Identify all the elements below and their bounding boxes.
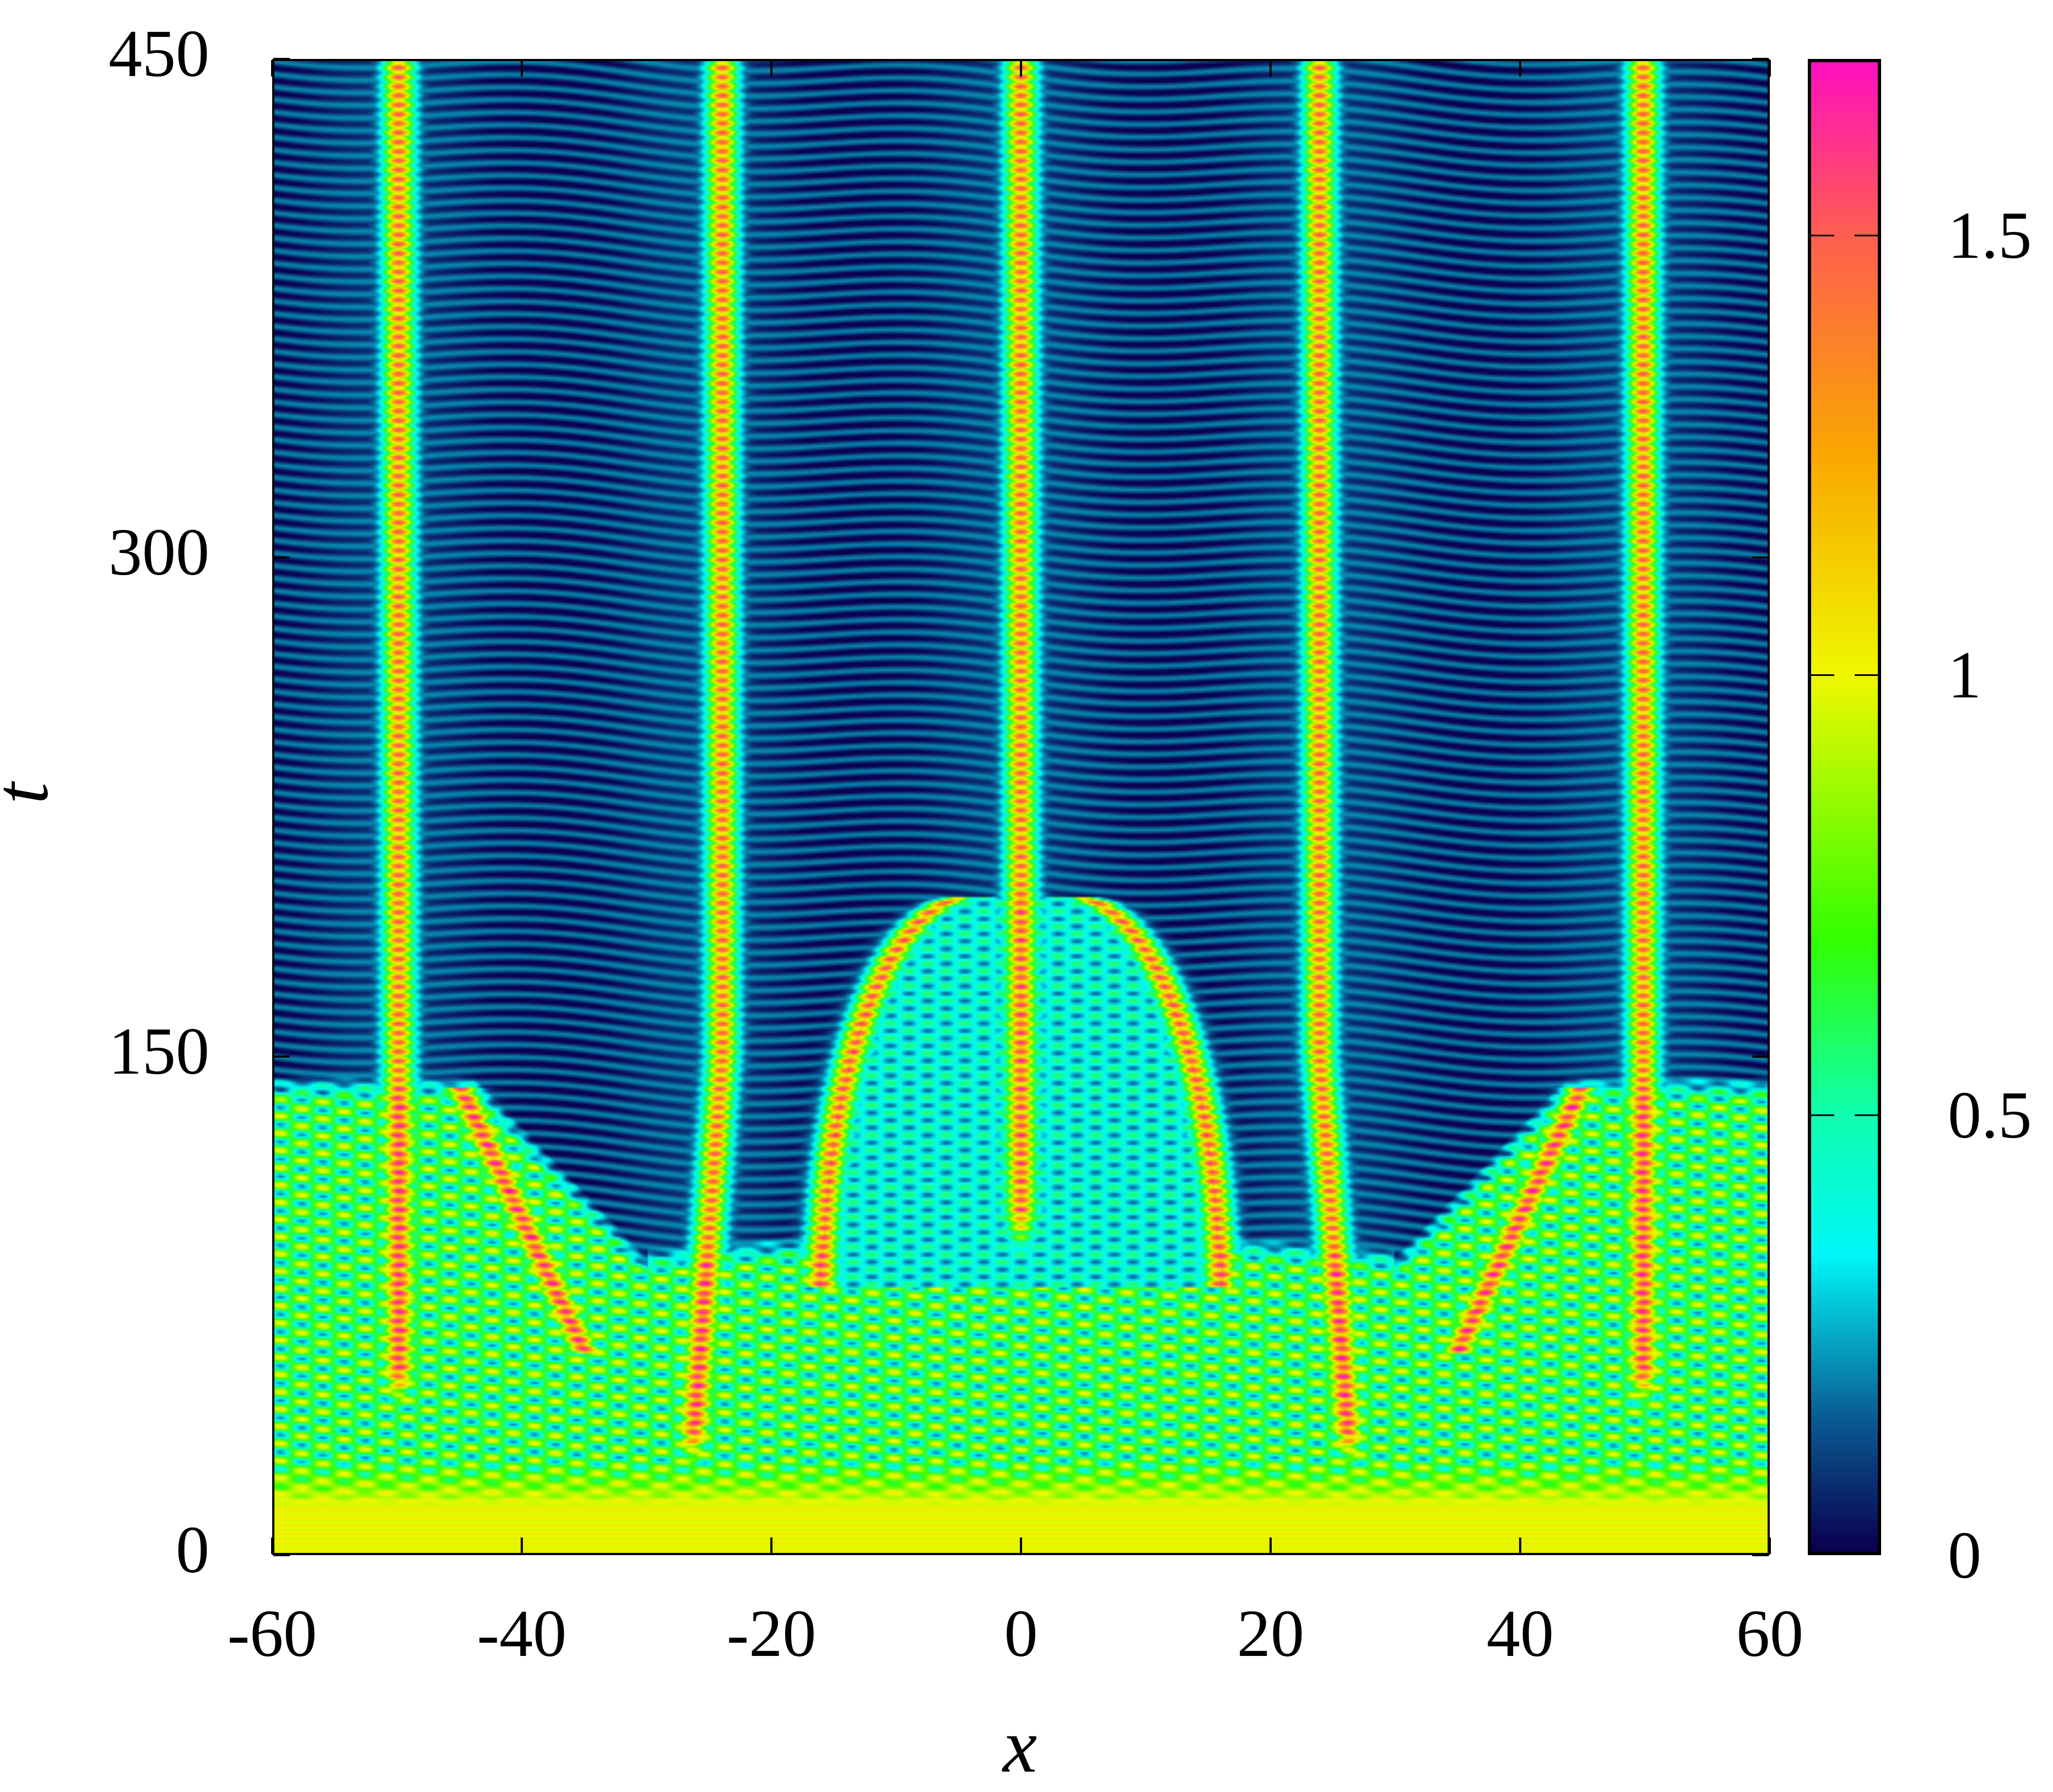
heatmap-image [274, 61, 1768, 1553]
colorbar-tick-label: 1 [1948, 638, 1981, 713]
y-tick-label: 300 [109, 515, 209, 590]
y-tick-mirror [1752, 1554, 1769, 1556]
colorbar-gradient [1811, 62, 1878, 1552]
colorbar-tick-label: 1.5 [1948, 198, 2032, 273]
x-tick-label: 40 [1487, 1596, 1554, 1671]
colorbar [1808, 59, 1881, 1555]
colorbar-tick-mirror [1855, 234, 1878, 236]
x-tick-mirror [1519, 60, 1521, 77]
x-tick-mirror [1269, 60, 1272, 77]
colorbar-tick-label: 0.5 [1948, 1078, 2032, 1153]
colorbar-tick-mirror [1855, 1114, 1878, 1117]
colorbar-tick [1811, 234, 1834, 236]
y-tick-mirror [1752, 556, 1769, 559]
x-tick [770, 1537, 772, 1554]
heatmap-plot-area [272, 59, 1770, 1555]
x-axis-label: x [1003, 1703, 1038, 1789]
y-tick-label: 150 [109, 1014, 209, 1089]
x-tick-label: 20 [1237, 1596, 1304, 1671]
x-tick-mirror [770, 60, 772, 77]
x-tick-label: 0 [1004, 1596, 1038, 1671]
colorbar-tick-label: 0 [1948, 1518, 1981, 1593]
colorbar-tick-mirror [1855, 674, 1878, 676]
colorbar-tick [1811, 674, 1834, 676]
x-tick-mirror [271, 60, 273, 77]
x-tick [521, 1537, 523, 1554]
y-tick-label: 450 [109, 17, 209, 91]
x-tick-mirror [1769, 60, 1771, 77]
x-tick [271, 1537, 273, 1554]
colorbar-tick [1811, 1114, 1834, 1117]
x-tick-label: -40 [477, 1596, 567, 1671]
y-tick [273, 1554, 290, 1556]
y-tick-mirror [1752, 58, 1769, 60]
x-tick-mirror [521, 60, 523, 77]
y-axis-label: t [0, 783, 64, 804]
y-tick-label: 0 [176, 1513, 209, 1587]
y-tick [273, 1055, 290, 1058]
y-tick-mirror [1752, 1055, 1769, 1058]
x-tick-mirror [1020, 60, 1022, 77]
x-tick [1020, 1537, 1022, 1554]
x-tick-label: -60 [227, 1596, 317, 1671]
x-tick-label: 60 [1736, 1596, 1803, 1671]
y-tick [273, 58, 290, 60]
x-tick [1519, 1537, 1521, 1554]
x-tick-label: -20 [726, 1596, 817, 1671]
y-tick [273, 556, 290, 559]
x-tick [1269, 1537, 1272, 1554]
x-tick [1769, 1537, 1771, 1554]
